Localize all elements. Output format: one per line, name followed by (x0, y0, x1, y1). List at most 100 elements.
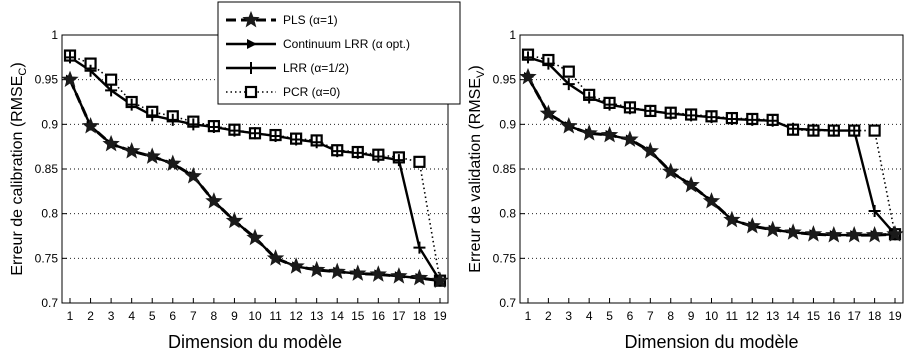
data-point-s1 (743, 217, 761, 234)
data-point-s1 (102, 134, 120, 152)
data-point-s3 (644, 104, 657, 117)
data-point-s3 (685, 109, 698, 122)
data-point-s1 (205, 192, 223, 209)
x-tick-label: 7 (190, 309, 197, 323)
x-tick-label: 10 (248, 309, 262, 323)
data-point-s3 (603, 98, 616, 111)
x-tick-label: 12 (289, 309, 303, 323)
data-point-s3 (583, 91, 596, 104)
y-tick-label: 0.75 (493, 251, 517, 265)
y-axis-label-main: Erreur de calibration (RMSE (9, 76, 26, 276)
data-point-s3 (522, 51, 534, 64)
x-tick-label: 6 (169, 309, 176, 323)
legend-marker-3 (245, 62, 257, 74)
data-point-s3 (207, 121, 220, 134)
data-point-s1 (845, 225, 863, 243)
x-tick-label: 18 (413, 309, 427, 323)
x-tick-label: 2 (87, 309, 94, 323)
y-tick-label: 0.9 (499, 117, 516, 131)
x-tick-label: 14 (786, 309, 800, 323)
data-point-s1 (390, 267, 408, 284)
data-point-s3 (413, 241, 426, 254)
legend: PLS (α=1) Continuum LRR (α opt.) LRR (α=1/… (217, 1, 461, 105)
data-point-s3 (105, 84, 118, 97)
x-tick-label: 9 (231, 309, 238, 323)
data-point-s4 (105, 73, 118, 86)
x-axis-label: Dimension du modèle (168, 332, 342, 352)
x-tick-label: 4 (586, 309, 593, 323)
y-tick-label: 0.8 (41, 207, 58, 221)
data-point-s3 (64, 51, 76, 64)
y-axis-label-close: ) (9, 62, 26, 67)
data-point-s1 (328, 262, 346, 280)
data-point-s1 (825, 225, 843, 243)
data-point-s1 (61, 70, 79, 87)
data-point-s3 (725, 112, 738, 125)
legend-label-1: PLS (α=1) (283, 13, 338, 27)
data-point-s1 (225, 211, 244, 229)
data-point-s3 (269, 129, 282, 142)
x-tick-label: 5 (606, 309, 613, 323)
series-line-3 (527, 56, 896, 235)
x-tick-label: 1 (67, 309, 74, 323)
y-tick-label: 0.7 (499, 296, 516, 310)
data-point-s1 (682, 175, 700, 193)
y-tick-label: 1 (51, 28, 58, 42)
data-point-s3 (125, 98, 138, 111)
data-point-s3 (766, 114, 779, 127)
data-point-s1 (539, 104, 558, 122)
x-tick-label: 3 (108, 309, 115, 323)
x-tick-label: 17 (848, 309, 862, 323)
y-axis-label-close: ) (467, 65, 484, 70)
x-tick-label: 18 (868, 309, 882, 323)
x-tick-label: 17 (392, 309, 406, 323)
y-tick-label: 0.7 (41, 296, 58, 310)
data-point-s1 (662, 162, 680, 180)
x-tick-label: 10 (705, 309, 719, 323)
x-tick-label: 13 (766, 309, 780, 323)
data-point-s1 (886, 225, 904, 242)
x-tick-label: 11 (726, 309, 739, 323)
x-tick-label: 12 (746, 309, 760, 323)
data-point-s4 (868, 124, 881, 137)
legend-label-3: LRR (α=1/2) (283, 61, 349, 75)
data-point-s1 (764, 220, 782, 238)
x-tick-label: 15 (351, 309, 365, 323)
data-point-s3 (746, 113, 759, 126)
x-tick-label: 6 (627, 309, 634, 323)
x-tick-label: 19 (433, 309, 447, 323)
x-tick-label: 8 (211, 309, 218, 323)
data-point-s3 (166, 113, 179, 126)
data-point-s1 (723, 210, 741, 228)
x-tick-label: 1 (525, 309, 532, 323)
data-point-s1 (246, 228, 264, 246)
y-tick-label: 1 (509, 28, 516, 42)
data-point-s1 (702, 192, 721, 209)
data-point-s3 (331, 145, 344, 158)
y-axis-label: Erreur de validation (RMSEV) (467, 65, 487, 272)
x-tick-label: 9 (688, 309, 695, 323)
x-tick-label: 2 (545, 309, 552, 323)
data-point-s1 (621, 130, 639, 147)
series-line-1 (68, 79, 441, 283)
data-point-s1 (580, 124, 598, 141)
data-point-s1 (369, 265, 387, 282)
x-tick-label: 19 (888, 309, 902, 323)
data-point-s1 (519, 67, 537, 85)
y-axis-label: Erreur de calibration (RMSEC) (9, 62, 29, 275)
y-tick-label: 0.9 (41, 117, 58, 131)
data-point-s1 (143, 147, 161, 164)
data-point-s3 (827, 124, 840, 137)
data-point-s1 (81, 116, 100, 134)
data-point-s1 (865, 225, 884, 243)
data-point-s1 (560, 116, 578, 134)
data-point-s3 (542, 57, 555, 70)
y-tick-label: 0.8 (499, 207, 516, 221)
data-point-s1 (287, 257, 305, 274)
y-tick-label: 0.95 (35, 73, 59, 87)
data-point-s1 (184, 166, 202, 184)
data-point-s3 (664, 107, 677, 120)
